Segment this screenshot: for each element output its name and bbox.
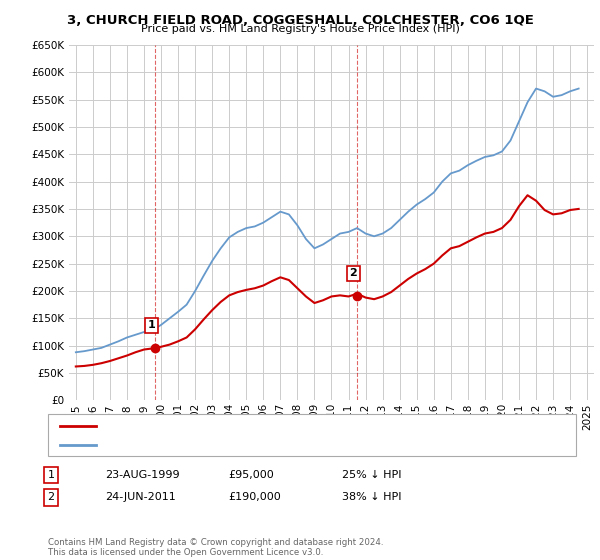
Text: 25% ↓ HPI: 25% ↓ HPI [342, 470, 401, 480]
Text: 2: 2 [47, 492, 55, 502]
Text: 23-AUG-1999: 23-AUG-1999 [105, 470, 179, 480]
Text: Price paid vs. HM Land Registry's House Price Index (HPI): Price paid vs. HM Land Registry's House … [140, 24, 460, 34]
Text: 3, CHURCH FIELD ROAD, COGGESHALL, COLCHESTER, CO6 1QE: 3, CHURCH FIELD ROAD, COGGESHALL, COLCHE… [67, 14, 533, 27]
Text: HPI: Average price, detached house, Braintree: HPI: Average price, detached house, Brai… [102, 440, 333, 450]
Text: 38% ↓ HPI: 38% ↓ HPI [342, 492, 401, 502]
Text: 1: 1 [148, 320, 155, 330]
Text: 24-JUN-2011: 24-JUN-2011 [105, 492, 176, 502]
Text: £190,000: £190,000 [228, 492, 281, 502]
Text: 1: 1 [47, 470, 55, 480]
Text: Contains HM Land Registry data © Crown copyright and database right 2024.
This d: Contains HM Land Registry data © Crown c… [48, 538, 383, 557]
Text: £95,000: £95,000 [228, 470, 274, 480]
Text: 2: 2 [349, 268, 357, 278]
Text: 3, CHURCH FIELD ROAD, COGGESHALL, COLCHESTER, CO6 1QE (detached house): 3, CHURCH FIELD ROAD, COGGESHALL, COLCHE… [102, 421, 509, 431]
